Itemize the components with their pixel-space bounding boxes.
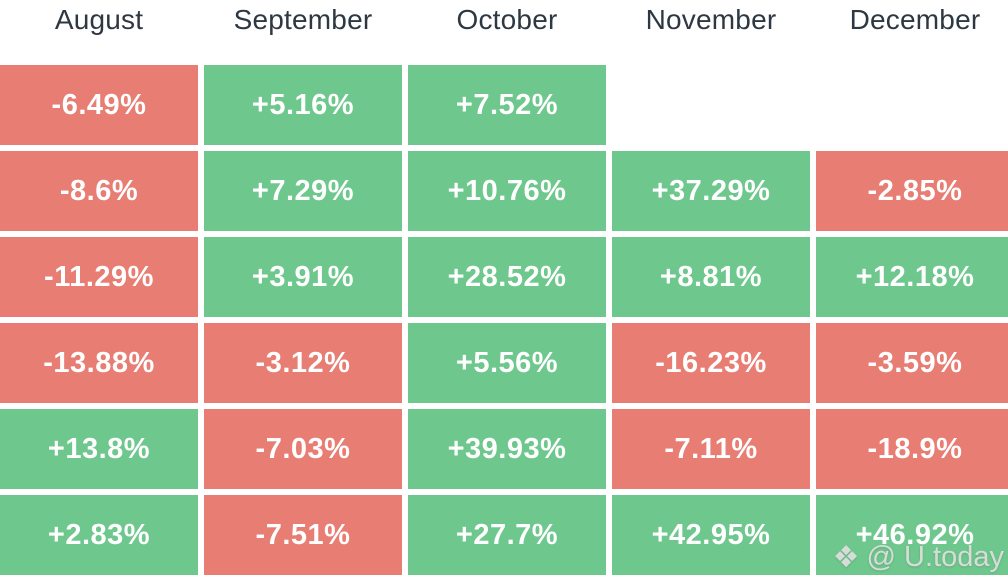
heatmap-cell: +5.56% [408, 323, 606, 403]
heatmap-cell: -16.23% [612, 323, 810, 403]
heatmap-cell: +5.16% [204, 65, 402, 145]
heatmap-cell: -13.88% [0, 323, 198, 403]
heatmap-cell: -11.29% [0, 237, 198, 317]
heatmap-cell: +2.83% [0, 495, 198, 575]
heatmap-cell: -6.49% [0, 65, 198, 145]
column-header-september: September [233, 4, 373, 35]
heatmap-cell: +27.7% [408, 495, 606, 575]
heatmap-cell: -7.03% [204, 409, 402, 489]
heatmap-cell: -18.9% [816, 409, 1008, 489]
heatmap-cell: +39.93% [408, 409, 606, 489]
heatmap-cell: +12.18% [816, 237, 1008, 317]
column-header-december: December [849, 4, 981, 35]
heatmap-cell: -3.12% [204, 323, 402, 403]
heatmap-cell-empty [816, 65, 1008, 145]
heatmap-cell: +13.8% [0, 409, 198, 489]
heatmap-cell: +46.92% [816, 495, 1008, 575]
heatmap-cell: +7.29% [204, 151, 402, 231]
heatmap-cell: +7.52% [408, 65, 606, 145]
heatmap-cell: +42.95% [612, 495, 810, 575]
heatmap-cell: -2.85% [816, 151, 1008, 231]
column-header-august: August [54, 4, 144, 35]
heatmap-cell: +8.81% [612, 237, 810, 317]
heatmap-cell: -7.11% [612, 409, 810, 489]
heatmap-cell: +10.76% [408, 151, 606, 231]
heatmap-cell: +37.29% [612, 151, 810, 231]
column-header-november: November [645, 4, 777, 35]
heatmap-cell-empty [612, 65, 810, 145]
heatmap-cell: +28.52% [408, 237, 606, 317]
heatmap-cell: -7.51% [204, 495, 402, 575]
heatmap-cell: -8.6% [0, 151, 198, 231]
heatmap-cell: +3.91% [204, 237, 402, 317]
column-header-october: October [456, 4, 558, 35]
heatmap-cell: -3.59% [816, 323, 1008, 403]
